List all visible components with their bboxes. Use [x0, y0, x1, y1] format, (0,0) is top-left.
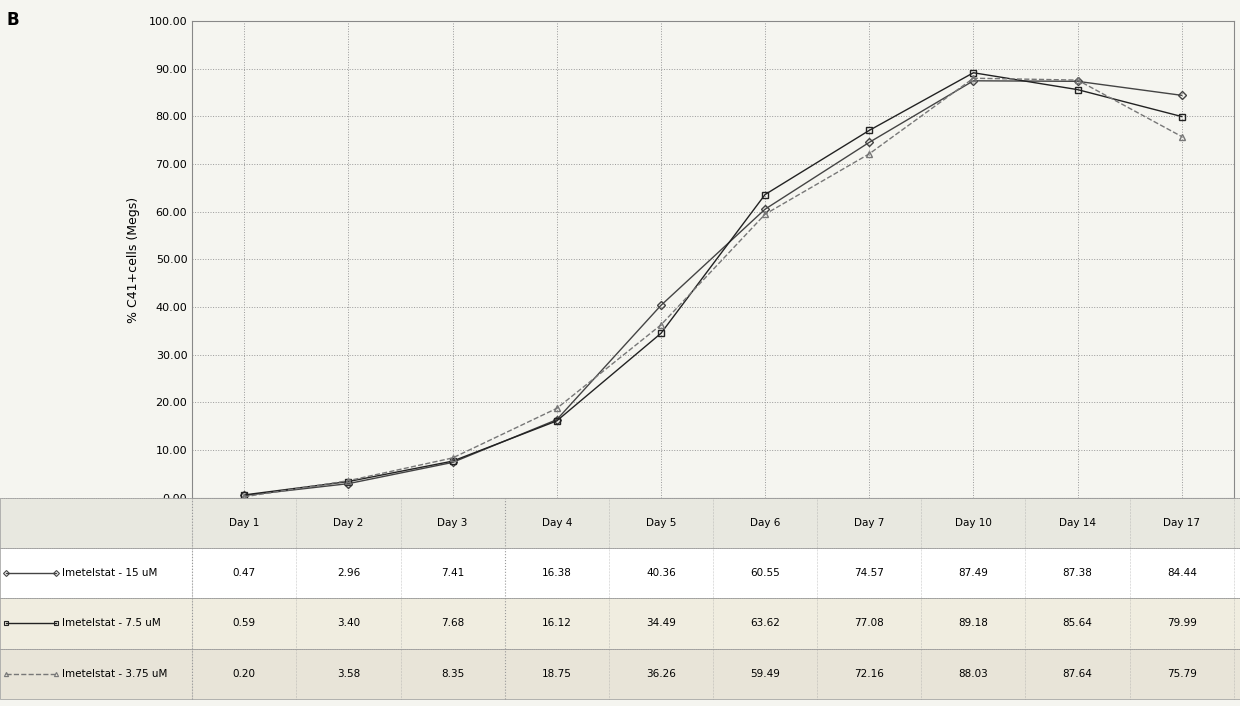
Y-axis label: % C41+cells (Megs): % C41+cells (Megs): [128, 196, 140, 323]
Text: 0.20: 0.20: [233, 669, 255, 678]
Text: 16.38: 16.38: [542, 568, 572, 578]
Text: 79.99: 79.99: [1167, 618, 1197, 628]
Text: 3.40: 3.40: [337, 618, 360, 628]
Text: 7.41: 7.41: [441, 568, 464, 578]
Text: 36.26: 36.26: [646, 669, 676, 678]
Text: 7.68: 7.68: [441, 618, 464, 628]
Text: 87.49: 87.49: [959, 568, 988, 578]
Text: Day 10: Day 10: [955, 518, 992, 528]
Text: 74.57: 74.57: [854, 568, 884, 578]
Text: Day 5: Day 5: [646, 518, 676, 528]
Text: 85.64: 85.64: [1063, 618, 1092, 628]
Text: Imetelstat - 7.5 uM: Imetelstat - 7.5 uM: [62, 618, 161, 628]
Text: Day 4: Day 4: [542, 518, 572, 528]
Text: 59.49: 59.49: [750, 669, 780, 678]
Text: 87.38: 87.38: [1063, 568, 1092, 578]
Text: 84.44: 84.44: [1167, 568, 1197, 578]
Text: B: B: [6, 11, 19, 28]
Text: 34.49: 34.49: [646, 618, 676, 628]
Bar: [0, 599, 1240, 649]
Text: Day 2: Day 2: [334, 518, 363, 528]
Text: Day 6: Day 6: [750, 518, 780, 528]
Text: 16.12: 16.12: [542, 618, 572, 628]
Text: Imetelstat - 15 uM: Imetelstat - 15 uM: [62, 568, 157, 578]
Bar: [0, 649, 1240, 699]
Bar: [0, 548, 1240, 599]
Text: 0.59: 0.59: [233, 618, 255, 628]
Text: 40.36: 40.36: [646, 568, 676, 578]
Text: 88.03: 88.03: [959, 669, 988, 678]
Text: 89.18: 89.18: [959, 618, 988, 628]
Text: Day 3: Day 3: [438, 518, 467, 528]
Text: 63.62: 63.62: [750, 618, 780, 628]
Text: 18.75: 18.75: [542, 669, 572, 678]
Text: 72.16: 72.16: [854, 669, 884, 678]
Text: Day 7: Day 7: [854, 518, 884, 528]
Text: 0.47: 0.47: [233, 568, 255, 578]
Text: 8.35: 8.35: [441, 669, 464, 678]
Text: 75.79: 75.79: [1167, 669, 1197, 678]
Text: 60.55: 60.55: [750, 568, 780, 578]
Bar: [0, 498, 1240, 548]
Text: Day 17: Day 17: [1163, 518, 1200, 528]
Text: Day 14: Day 14: [1059, 518, 1096, 528]
Text: 77.08: 77.08: [854, 618, 884, 628]
Text: Day 1: Day 1: [229, 518, 259, 528]
Text: 87.64: 87.64: [1063, 669, 1092, 678]
Text: 3.58: 3.58: [337, 669, 360, 678]
Text: 2.96: 2.96: [337, 568, 360, 578]
Text: Imetelstat - 3.75 uM: Imetelstat - 3.75 uM: [62, 669, 167, 678]
